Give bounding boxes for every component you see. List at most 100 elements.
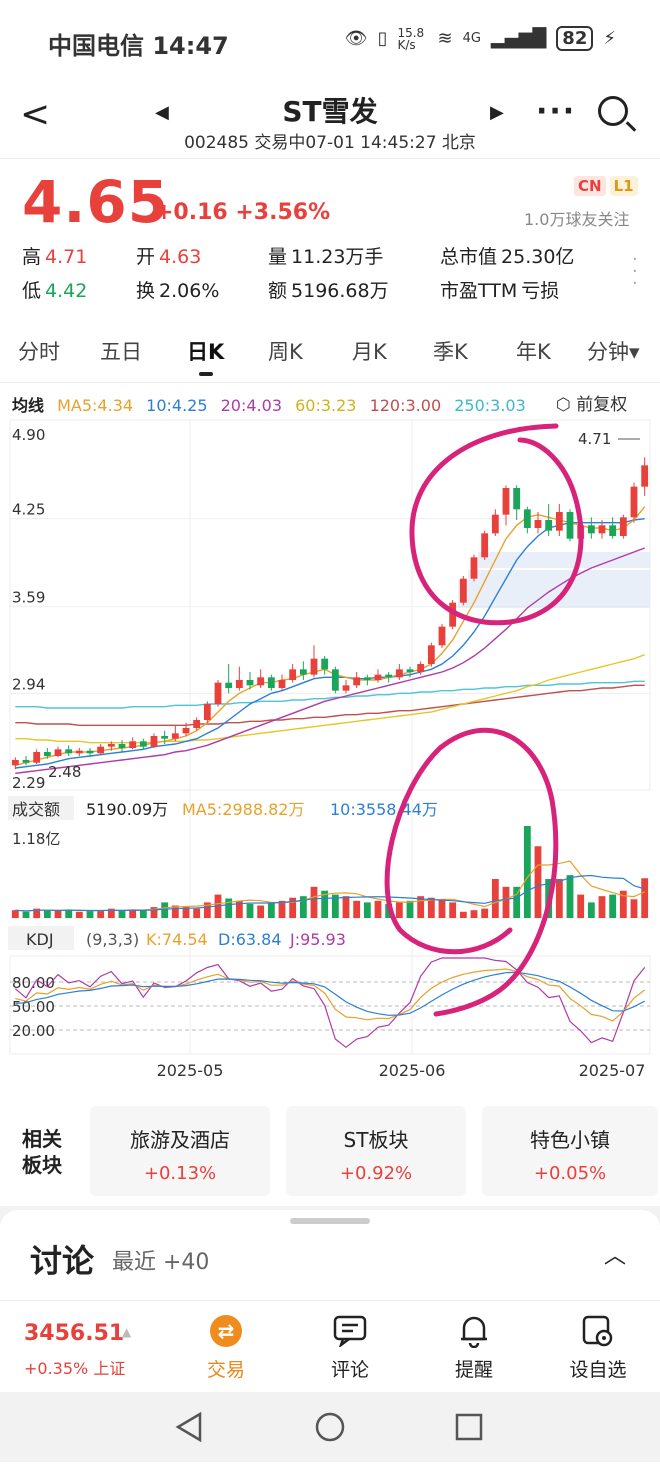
sector-card[interactable]: 旅游及酒店 +0.13% [90,1106,270,1196]
divider [0,158,660,159]
comment-button[interactable]: 评论 [310,1311,390,1382]
search-icon[interactable] [598,96,628,126]
kdj-line [14,957,646,1049]
volume-bar [566,875,574,918]
ma-legend: 均线 MA5:4.34 10:4.25 20:4.03 60:3.23 120:… [12,392,534,416]
volume-bar [118,910,126,918]
volume-profile-band [468,570,650,580]
tab-monthly-k[interactable]: 月K [352,340,387,364]
tab-minute[interactable]: 分钟▾ [587,340,640,364]
tab-daily-k[interactable]: 日K [187,336,224,376]
nav-recents-icon[interactable] [455,1413,483,1441]
prev-stock-icon[interactable]: ◀ [155,102,169,123]
comment-icon [310,1311,390,1351]
adjust-toggle[interactable]: ⬡ 前复权 [556,395,628,415]
candle-body [161,736,169,739]
candle-body [65,749,73,754]
volume-bar [278,900,286,918]
candle-body [619,517,627,536]
back-icon[interactable]: < [20,94,51,135]
candle-body [118,744,126,748]
tab-quarterly-k[interactable]: 季K [433,340,468,364]
volume-bar [587,902,595,918]
ma-label: 均线 [12,396,45,415]
volume-bar [374,900,382,918]
volume-bar [11,910,19,918]
candle-body [22,760,30,763]
bell-icon [434,1311,514,1351]
candle-body [353,677,361,686]
volume-bar [107,908,115,918]
candle-body [203,704,211,720]
market-tag[interactable]: CN [574,176,606,196]
trade-button[interactable]: ⇄ 交易 [186,1311,266,1382]
candle-body [182,728,190,734]
sector-card[interactable]: ST板块 +0.92% [286,1106,466,1196]
nav-home-icon[interactable] [315,1412,345,1442]
sectors-label: 相关板块 [22,1127,62,1177]
ma10-value: 10:4.25 [146,396,208,415]
candle-body [406,669,414,672]
kline-chart[interactable]: 4.90 4.25 3.59 2.94 2.29 4.71 2.48 成交额 5190.09万 M… [0,414,660,1086]
candle-body [609,525,617,536]
kdj-axis-label: 80.00 [12,974,55,992]
candle-body [86,750,94,754]
price-axis-label: 3.59 [12,589,45,607]
carrier-time: 中国电信 14:47 [48,32,229,60]
watchlist-icon [558,1311,638,1351]
candle-body [630,486,638,518]
index-change[interactable]: +0.35% 上证 [24,1359,126,1378]
candle-body [139,741,147,747]
followers-count[interactable]: 1.0万球友关注 [524,210,630,229]
time-axis-label: 2025-07 [579,1061,646,1080]
candle-body [491,514,499,534]
ma60-line [15,654,645,744]
period-tabs: 分时 五日 日K 周K 月K 季K 年K 分钟▾ [0,336,660,376]
volume-bar [353,900,361,918]
expand-stats-icon[interactable]: · · · [632,249,638,294]
volume-bar [555,879,563,918]
volume-label: 成交额 [12,800,60,819]
annotation-circle-volume [384,727,559,1017]
volume-bar [22,911,30,918]
nav-back-icon[interactable] [175,1411,202,1443]
volume-bar [395,902,403,918]
tab-weekly-k[interactable]: 周K [268,340,303,364]
level-tag[interactable]: L1 [609,176,638,196]
ma20-value: 20:4.03 [220,396,282,415]
volume-bar [459,911,467,918]
bottom-toolbar: 3456.51 ▲ +0.35% 上证 ⇄ 交易 评论 提醒 设自选 [0,1300,660,1389]
drag-handle[interactable] [290,1218,370,1224]
remind-button[interactable]: 提醒 [434,1311,514,1382]
volume-bar [193,908,201,918]
high-marker-label: 4.71 [578,430,611,448]
related-sectors: 相关板块 旅游及酒店 +0.13% ST板块 +0.92% 特色小镇 +0.05% [0,1102,660,1198]
system-navbar [0,1392,660,1462]
tab-yearly-k[interactable]: 年K [516,340,551,364]
chevron-up-icon[interactable]: ︿ [604,1244,627,1269]
kdj-label-bg [8,926,74,950]
tab-five-day[interactable]: 五日 [100,340,142,364]
index-value[interactable]: 3456.51 [24,1321,125,1346]
candle-body [374,674,382,680]
price-axis-label: 4.90 [12,426,45,444]
tab-intraday[interactable]: 分时 [18,340,60,364]
next-stock-icon[interactable]: ▶ [490,102,504,123]
sector-card[interactable]: 特色小镇 +0.05% [482,1106,658,1196]
volume-bar [182,907,190,918]
volume-max-label: 1.18亿 [12,830,60,848]
volume-bar [33,908,41,918]
price-axis-label: 2.29 [12,774,45,792]
discussion-sheet[interactable]: 讨论 最近 +40 ︿ [0,1210,660,1302]
stat-low: 低 4.42 [22,280,88,302]
ma120-value: 120:3.00 [369,396,442,415]
more-icon[interactable]: ··· [536,94,577,129]
kdj-panel [9,955,651,1055]
add-watchlist-button[interactable]: 设自选 [558,1311,638,1382]
candle-body [545,520,553,531]
volume-bar [299,896,307,918]
volume-bar [502,886,510,918]
kdj-line [15,971,645,1016]
candle-body [33,752,41,763]
volume-bar [97,910,105,918]
